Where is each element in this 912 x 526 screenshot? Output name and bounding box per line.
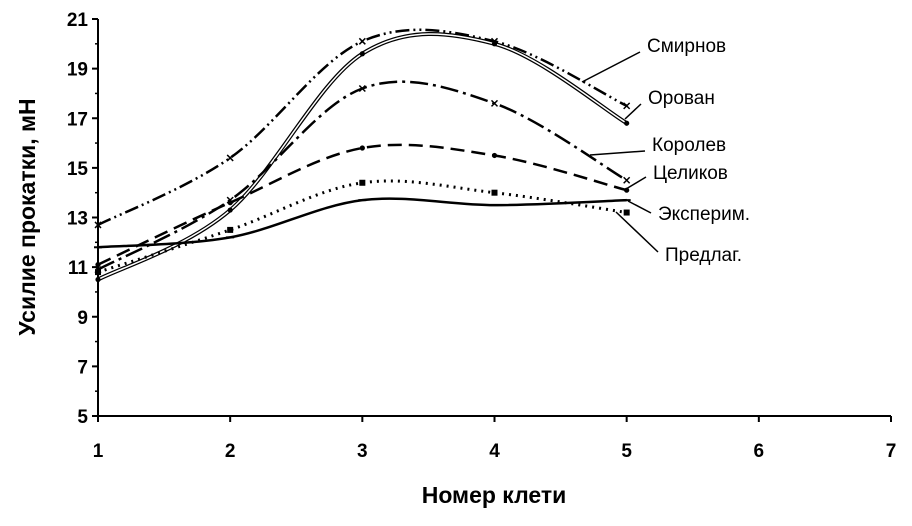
series-label-leader <box>624 103 642 120</box>
series-label-leader <box>589 150 646 156</box>
series-label: Королев <box>652 135 726 156</box>
y-tick-label: 17 <box>67 109 88 130</box>
y-tick-label: 11 <box>68 258 89 279</box>
data-point <box>624 187 630 193</box>
data-point <box>226 154 234 162</box>
data-point <box>227 226 234 233</box>
y-axis-title: Усилие прокатки, мН <box>14 98 40 335</box>
x-tick-label: 6 <box>754 441 765 462</box>
series-layer <box>94 28 631 283</box>
data-point <box>95 262 101 268</box>
data-point <box>624 120 630 126</box>
data-point <box>227 200 233 206</box>
y-tick-label: 21 <box>67 10 89 31</box>
series-label-leader <box>581 51 641 83</box>
series-line <box>97 28 628 227</box>
data-point <box>359 145 365 151</box>
series-label: Предлаг. <box>665 245 742 266</box>
y-tick-label: 5 <box>77 407 88 428</box>
series-line <box>97 197 627 249</box>
x-tick-label: 3 <box>357 441 368 462</box>
label-layer: Смирнов Орован Королев Целиков Эксперим. Пред… <box>581 36 750 266</box>
data-point <box>95 276 101 283</box>
y-tick-label: 13 <box>67 209 88 230</box>
y-tick-label: 15 <box>67 159 89 180</box>
series-6 <box>94 197 631 249</box>
data-point <box>623 209 630 216</box>
series-label-leader <box>625 176 647 190</box>
data-point <box>359 51 365 57</box>
x-tick-label: 7 <box>886 441 897 462</box>
data-point <box>490 99 499 107</box>
series-label: Целиков <box>653 163 728 184</box>
x-axis-title: Номер клети <box>422 482 567 508</box>
series-1 <box>94 28 631 229</box>
data-point <box>623 176 631 184</box>
series-line <box>97 143 628 266</box>
series-4 <box>95 143 630 268</box>
series-line <box>97 179 627 274</box>
x-tick-label: 5 <box>621 441 632 462</box>
data-point <box>227 207 233 213</box>
x-tick-label: 1 <box>93 441 104 462</box>
y-tick-label: 9 <box>77 308 88 329</box>
series-line-inner <box>97 33 628 281</box>
y-tick-label: 19 <box>67 60 88 81</box>
series-2 <box>95 32 630 283</box>
series-label: Орован <box>648 88 715 109</box>
data-point <box>623 102 631 110</box>
data-point <box>94 221 102 229</box>
data-point <box>491 189 498 196</box>
series-5 <box>95 179 630 276</box>
series-label: Смирнов <box>647 36 726 57</box>
data-point <box>491 41 498 47</box>
data-point <box>358 37 366 45</box>
data-point <box>491 152 498 159</box>
series-line <box>97 80 628 271</box>
series-label-leader <box>615 211 659 253</box>
series-label-leader <box>627 200 652 214</box>
x-tick-label: 2 <box>225 441 236 462</box>
y-tick-label: 7 <box>77 357 88 378</box>
data-point <box>95 269 101 276</box>
series-label: Эксперим. <box>658 204 750 225</box>
data-point <box>358 84 366 93</box>
data-point <box>359 179 366 186</box>
x-tick-label: 4 <box>489 441 500 462</box>
